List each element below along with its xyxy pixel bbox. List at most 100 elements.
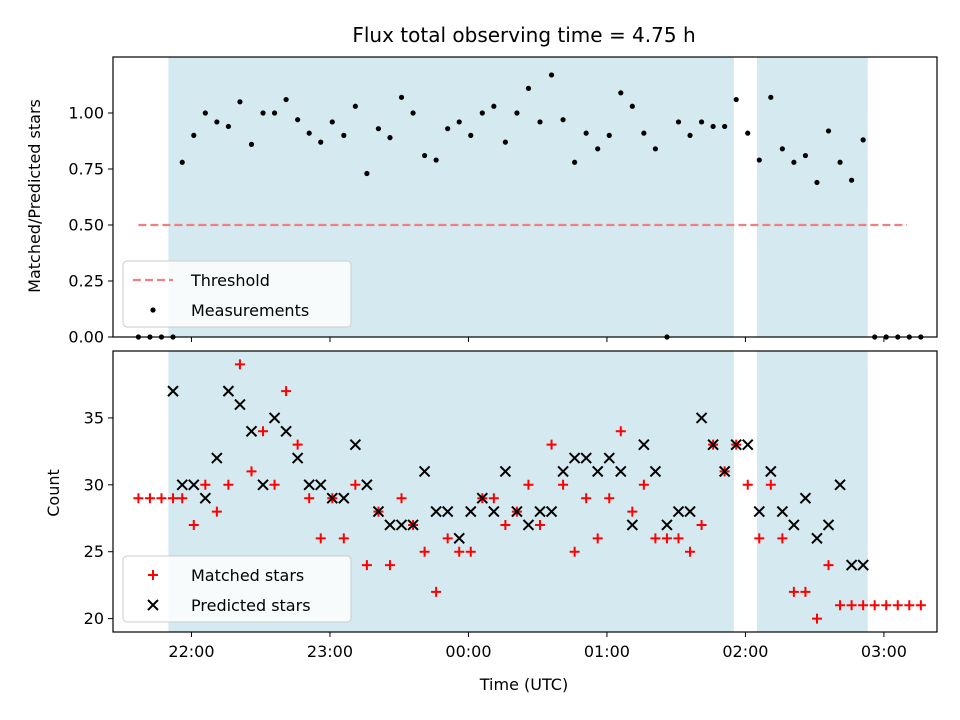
measurement-point <box>260 110 266 116</box>
matched-point <box>144 493 155 504</box>
measurement-point <box>329 119 335 125</box>
top-y-axis-label: Matched/Predicted stars <box>25 99 44 293</box>
measurement-point <box>583 130 589 136</box>
matched-point <box>465 546 476 557</box>
predicted-point <box>372 505 385 518</box>
matched-point <box>156 493 167 504</box>
measurement-point <box>745 130 751 136</box>
matched-point <box>396 493 407 504</box>
matched-point <box>765 479 776 490</box>
predicted-point <box>257 479 269 491</box>
predicted-point <box>211 452 223 464</box>
matched-point <box>673 533 684 544</box>
predicted-point <box>638 438 650 451</box>
matched-point <box>869 600 880 611</box>
predicted-point <box>765 465 777 478</box>
measurement-point <box>791 159 797 165</box>
predicted-point <box>384 519 396 531</box>
predicted-point <box>315 479 327 491</box>
y-tick-label: 0.50 <box>68 216 104 235</box>
predicted-point <box>603 452 615 464</box>
measurement-point <box>191 132 197 138</box>
measurement-point <box>352 103 358 109</box>
predicted-point <box>545 505 558 518</box>
y-tick-label: 1.00 <box>68 104 104 123</box>
measurement-point <box>341 132 347 138</box>
measurement-point <box>445 126 451 132</box>
matched-point <box>558 479 569 490</box>
legend: Threshold Measurements <box>122 260 352 328</box>
matched-point <box>419 546 430 557</box>
predicted-point <box>176 479 188 491</box>
predicted-point <box>522 519 535 531</box>
matched-point <box>384 560 395 571</box>
predicted-point <box>499 465 512 478</box>
predicted-point <box>730 438 742 451</box>
predicted-point <box>511 505 523 518</box>
measurement-point <box>675 119 682 125</box>
legend-box <box>122 555 352 623</box>
y-tick-label: 25 <box>84 542 104 561</box>
measurement-point <box>375 126 382 132</box>
measurement-point <box>687 132 693 138</box>
measurement-point <box>606 132 612 138</box>
predicted-point <box>857 559 869 571</box>
legend-predicted-swatch <box>147 599 159 611</box>
matched-point <box>823 560 834 571</box>
predicted-point <box>718 465 731 478</box>
predicted-point <box>534 505 546 518</box>
legend-box <box>122 260 352 328</box>
matched-point <box>431 586 442 597</box>
predicted-point <box>626 519 639 531</box>
matched-point <box>569 546 580 557</box>
predicted-point <box>338 492 350 504</box>
predicted-point <box>407 519 419 531</box>
legend-label: Predicted stars <box>191 596 311 615</box>
matched-point <box>661 533 672 544</box>
predicted-point <box>568 452 581 464</box>
predicted-point <box>303 479 315 491</box>
matched-point <box>627 506 638 517</box>
matched-point <box>304 493 315 504</box>
matched-point <box>638 479 649 490</box>
measurement-point <box>814 179 820 186</box>
matched-point <box>777 533 788 544</box>
predicted-point <box>418 465 431 478</box>
predicted-point <box>591 465 604 478</box>
predicted-point <box>476 492 489 504</box>
y-tick-label: 0.25 <box>68 272 104 291</box>
matched-point <box>488 493 499 504</box>
measurement-point <box>618 90 624 96</box>
predicted-point <box>742 438 754 451</box>
x-tick-label: 23:00 <box>307 642 353 661</box>
matched-point <box>754 533 765 544</box>
measurement-point <box>825 128 832 134</box>
matched-point <box>338 533 349 544</box>
predicted-point <box>268 412 281 424</box>
matched-point <box>846 600 857 611</box>
legend-label: Matched stars <box>191 566 304 585</box>
measurement-point <box>502 139 508 145</box>
matched-point <box>546 439 557 450</box>
measurement-point <box>560 117 566 123</box>
measurement-point <box>652 146 659 152</box>
measurement-point <box>387 135 393 141</box>
matched-point <box>881 600 892 611</box>
predicted-point <box>557 465 569 478</box>
predicted-point <box>245 425 258 437</box>
measurement-point <box>733 96 739 103</box>
measurement-point <box>537 119 543 125</box>
measurement-point <box>237 99 243 105</box>
measurement-point <box>318 139 324 145</box>
observing-window-2 <box>756 351 868 632</box>
observing-window-2 <box>756 57 868 337</box>
predicted-point <box>349 438 362 451</box>
measurement-point <box>837 159 843 165</box>
x-tick-label: 00:00 <box>445 642 491 661</box>
matched-point <box>177 493 188 504</box>
measurement-point <box>595 146 601 152</box>
predicted-point <box>799 492 812 504</box>
predicted-point <box>661 519 673 531</box>
predicted-point <box>222 385 235 397</box>
